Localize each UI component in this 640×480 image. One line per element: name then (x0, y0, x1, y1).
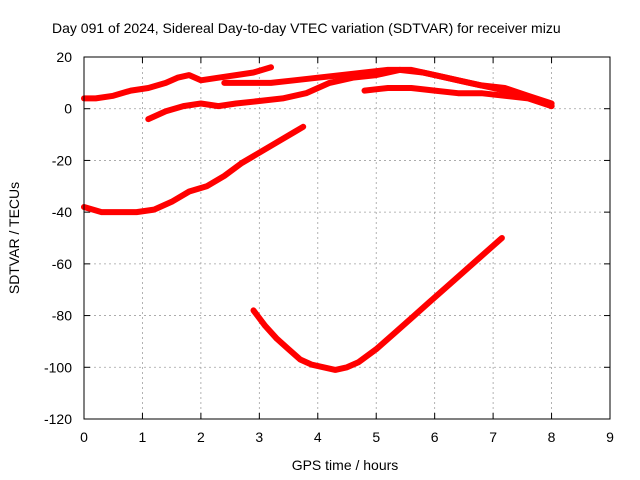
y-tick-label: -60 (52, 256, 72, 272)
x-tick-label: 6 (431, 429, 439, 445)
series-arc-1 (81, 64, 274, 102)
series-arc-4 (361, 85, 555, 110)
y-tick-label: 20 (56, 49, 72, 65)
x-tick-label: 9 (606, 429, 614, 445)
y-axis-label: SDTVAR / TECUs (6, 182, 22, 294)
x-axis-label: GPS time / hours (292, 457, 399, 473)
y-tick-label: -20 (52, 152, 72, 168)
series-arc-5 (81, 123, 307, 216)
x-tick-label: 7 (489, 429, 497, 445)
x-tick-label: 4 (314, 429, 322, 445)
y-tick-label: -120 (44, 411, 72, 427)
plot-frame (83, 56, 611, 420)
y-tick-label: 0 (64, 101, 72, 117)
x-tick-label: 2 (197, 429, 205, 445)
x-tick-label: 0 (80, 429, 88, 445)
y-tick-label: -80 (52, 308, 72, 324)
x-tick-label: 5 (372, 429, 380, 445)
series-arc-6 (250, 235, 505, 373)
series-arc-3 (145, 66, 555, 123)
axis-ticks: 0 1 2 3 4 5 6 7 8 9 20 0 -20 -40 -60 -80 -100 -120 (44, 49, 614, 445)
x-tick-label: 1 (139, 429, 147, 445)
x-tick-label: 8 (548, 429, 556, 445)
x-tick-label: 3 (255, 429, 263, 445)
data-series (81, 64, 555, 373)
y-tick-label: -40 (52, 204, 72, 220)
y-tick-label: -100 (44, 359, 72, 375)
grid (84, 57, 610, 419)
chart-title: Day 091 of 2024, Sidereal Day-to-day VTE… (52, 20, 561, 36)
